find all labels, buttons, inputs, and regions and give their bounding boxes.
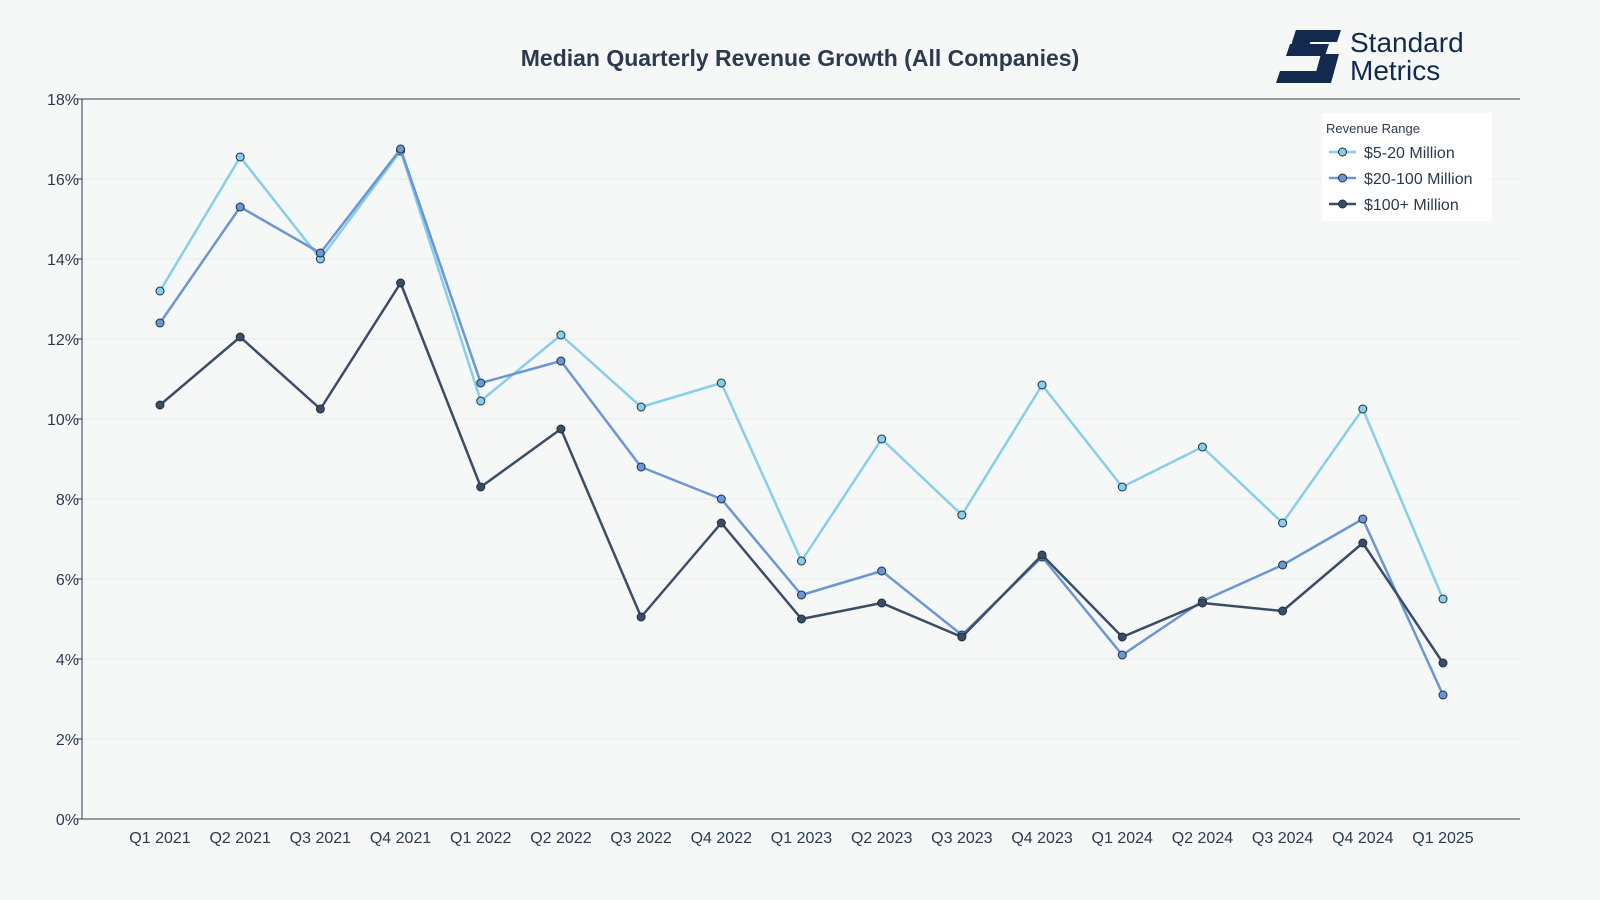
x-tick-label: Q1 2025 (1412, 830, 1473, 847)
data-point (1358, 514, 1368, 524)
data-point (1438, 594, 1448, 604)
data-point (1358, 404, 1368, 414)
axes (81, 98, 1520, 820)
data-point (1197, 598, 1207, 608)
data-point (797, 556, 806, 566)
data-point (556, 330, 566, 340)
data-point (235, 202, 245, 212)
data-point (877, 598, 887, 608)
legend: Revenue Range $5-20 Million $20-100 Milli… (1322, 113, 1492, 221)
x-tick-label: Q1 2024 (1092, 830, 1153, 847)
legend-label: $100+ Million (1364, 197, 1459, 214)
legend-swatch-marker (1338, 147, 1347, 157)
data-point (797, 614, 806, 624)
data-point (636, 462, 646, 472)
data-point (636, 402, 646, 412)
logo-text-line2: Metrics (1350, 55, 1440, 86)
y-tick-label: 16% (47, 172, 79, 189)
data-point (315, 248, 325, 258)
data-point (396, 144, 406, 154)
standard-metrics-logo: Standard Metrics (1276, 27, 1464, 86)
y-tick-label: 14% (47, 252, 79, 269)
data-point (1117, 650, 1127, 660)
legend-label: $20-100 Million (1364, 171, 1473, 188)
data-point (476, 396, 486, 406)
data-point (1278, 606, 1288, 616)
data-point (1278, 560, 1288, 570)
data-point (877, 566, 887, 576)
x-tick-label: Q4 2024 (1332, 830, 1393, 847)
x-tick-label: Q2 2022 (530, 830, 591, 847)
series (155, 144, 1448, 700)
x-tick-label: Q2 2021 (209, 830, 270, 847)
x-tick-label: Q3 2021 (290, 830, 351, 847)
data-point (797, 590, 806, 600)
x-tick-label: Q3 2023 (931, 830, 992, 847)
data-point (476, 378, 486, 388)
logo-text-line1: Standard (1350, 27, 1464, 58)
y-tick-label: 18% (47, 92, 79, 109)
x-tick-label: Q1 2021 (129, 830, 190, 847)
series-line (159, 281, 1445, 664)
legend-swatch-marker (1338, 199, 1347, 209)
data-point (1037, 550, 1047, 560)
x-tick-label: Q1 2022 (450, 830, 511, 847)
y-tick-label: 8% (56, 492, 79, 509)
data-point (1438, 690, 1448, 700)
data-point (716, 378, 726, 388)
data-point (235, 152, 245, 162)
data-point (556, 356, 566, 366)
x-axis-ticks: Q1 2021 Q2 2021 Q3 2021 Q4 2021 Q1 2022 Q2 20… (129, 830, 1473, 847)
y-tick-label: 0% (56, 812, 79, 829)
logo-mark-icon (1276, 30, 1341, 83)
series-0 (155, 146, 1448, 604)
gridlines (82, 178, 1520, 740)
data-point (315, 404, 325, 414)
legend-swatch-marker (1338, 173, 1347, 183)
y-tick-label: 6% (56, 572, 79, 589)
data-point (556, 424, 566, 434)
data-point (1438, 658, 1448, 668)
data-point (716, 518, 726, 528)
data-point (1117, 482, 1127, 492)
series-line (158, 147, 1445, 696)
x-tick-label: Q3 2024 (1252, 830, 1313, 847)
data-point (476, 482, 486, 492)
data-point (155, 400, 165, 410)
x-tick-label: Q1 2023 (771, 830, 832, 847)
data-point (636, 612, 646, 622)
x-tick-label: Q4 2021 (370, 830, 431, 847)
data-point (1117, 632, 1127, 642)
data-point (155, 318, 165, 328)
data-point (155, 286, 165, 296)
data-point (1197, 442, 1207, 452)
data-point (1037, 380, 1047, 390)
x-tick-label: Q2 2024 (1172, 830, 1233, 847)
y-tick-label: 10% (47, 412, 79, 429)
data-point (877, 434, 887, 444)
data-point (716, 494, 726, 504)
series-line (158, 149, 1445, 600)
legend-title: Revenue Range (1326, 121, 1420, 136)
data-point (1358, 538, 1368, 548)
data-point (1278, 518, 1288, 528)
data-point (396, 278, 406, 288)
data-point (957, 632, 967, 642)
data-point (235, 332, 245, 342)
y-tick-label: 12% (47, 332, 79, 349)
x-tick-label: Q4 2022 (691, 830, 752, 847)
y-axis-ticks: 0% 2% 4% 6% 8% 10% 12% 14% 16% 18% (47, 92, 82, 829)
x-tick-label: Q2 2023 (851, 830, 912, 847)
series-2 (155, 278, 1448, 668)
data-point (957, 510, 967, 520)
chart-title: Median Quarterly Revenue Growth (All Com… (521, 45, 1080, 71)
x-tick-label: Q3 2022 (610, 830, 671, 847)
y-tick-label: 2% (56, 732, 79, 749)
legend-label: $5-20 Million (1364, 145, 1455, 162)
x-tick-label: Q4 2023 (1011, 830, 1072, 847)
y-tick-label: 4% (56, 652, 79, 669)
